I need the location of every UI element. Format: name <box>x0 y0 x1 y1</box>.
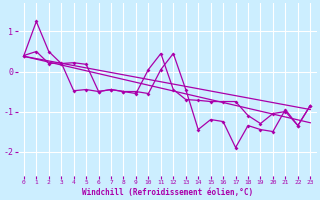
X-axis label: Windchill (Refroidissement éolien,°C): Windchill (Refroidissement éolien,°C) <box>82 188 253 197</box>
